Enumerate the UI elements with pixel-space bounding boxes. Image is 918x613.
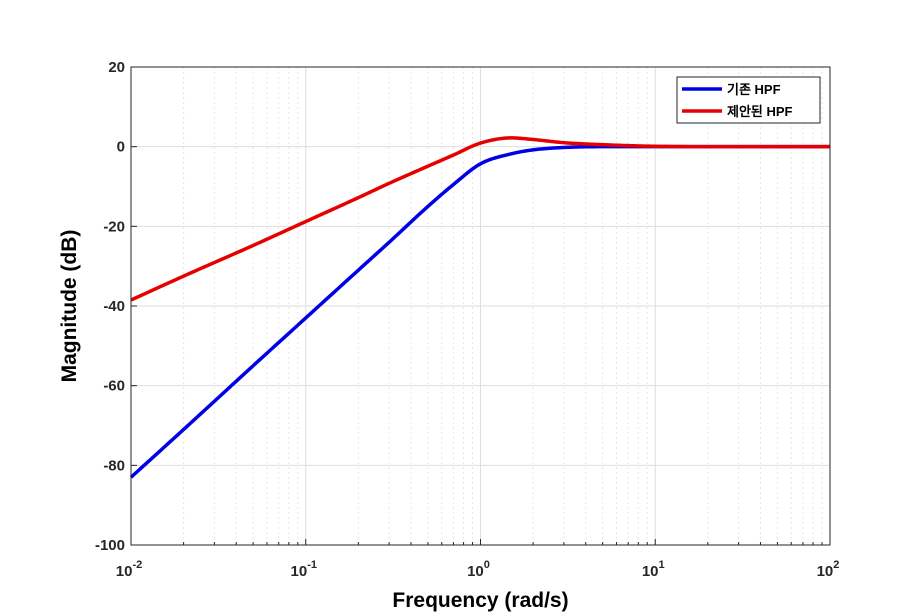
legend-box <box>676 76 821 124</box>
y-tick-label: 20 <box>108 59 125 76</box>
series-line-2 <box>130 136 830 302</box>
y-tick-label: -60 <box>103 378 125 395</box>
axis-ticks <box>130 66 831 546</box>
x-tick-label-base: 10 <box>116 563 133 580</box>
x-tick-label-exponent: 2 <box>833 559 839 571</box>
legend-label-series-1: 기존 HPF <box>727 82 781 97</box>
x-tick-label-exponent: -2 <box>132 559 142 571</box>
y-tick-label: -100 <box>95 537 125 554</box>
x-tick-label-exponent: 0 <box>484 559 490 571</box>
x-tick-label: 101 <box>642 559 665 580</box>
y-tick-label: -40 <box>103 298 125 315</box>
series-lines <box>129 136 830 479</box>
x-tick-label-exponent: 1 <box>659 559 665 571</box>
x-tick-label: 102 <box>817 559 840 580</box>
x-tick-label-exponent: -1 <box>307 559 317 571</box>
x-tick-label-base: 10 <box>291 563 308 580</box>
x-axis-label: Frequency (rad/s) <box>392 589 568 612</box>
y-axis-label: Magnitude (dB) <box>58 230 81 383</box>
x-tick-label-base: 10 <box>817 563 834 580</box>
legend-label-series-2: 제안된 HPF <box>727 104 793 119</box>
y-tick-label: -20 <box>103 218 125 235</box>
x-tick-label: 10-1 <box>291 559 317 580</box>
x-tick-label: 100 <box>467 559 490 580</box>
y-tick-label: -80 <box>103 457 125 474</box>
y-tick-label: 0 <box>117 139 125 156</box>
x-tick-label-base: 10 <box>467 563 484 580</box>
legend: 기존 HPF 제안된 HPF <box>676 76 821 124</box>
x-tick-label: 10-2 <box>116 559 142 580</box>
x-tick-label-base: 10 <box>642 563 659 580</box>
